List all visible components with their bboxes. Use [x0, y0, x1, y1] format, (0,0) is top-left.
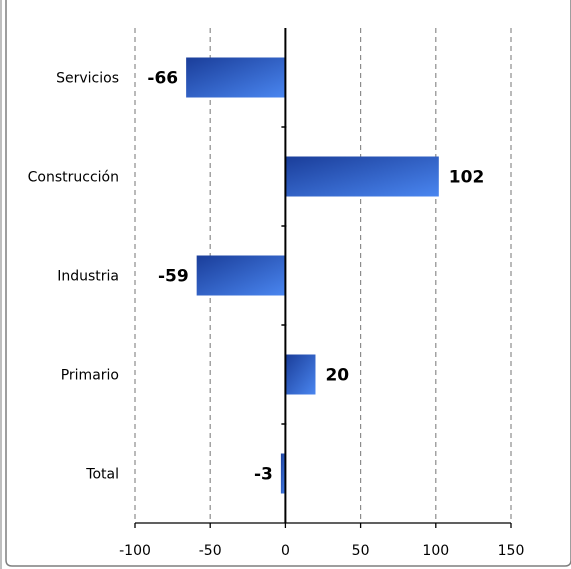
x-tick-label-1: -50 [199, 543, 222, 559]
category-label-1: Construcción [28, 170, 119, 186]
data-label-0: -66 [147, 69, 178, 89]
bar-0 [186, 57, 286, 98]
bar-1 [285, 156, 439, 197]
data-label-4: -3 [254, 465, 273, 485]
x-tick-label-5: 150 [498, 543, 525, 559]
x-tick-label-4: 100 [422, 543, 449, 559]
data-label-2: -59 [158, 267, 189, 287]
category-label-4: Total [85, 467, 119, 483]
bar-2 [196, 255, 286, 296]
category-label-0: Servicios [56, 71, 119, 87]
bars [186, 57, 439, 494]
x-tick-label-0: -100 [119, 543, 151, 559]
bar-4 [280, 453, 286, 494]
x-tick-label-3: 50 [352, 543, 370, 559]
axes [134, 28, 512, 528]
category-label-3: Primario [61, 368, 119, 384]
data-label-1: 102 [449, 168, 485, 188]
data-label-3: 20 [325, 366, 349, 386]
gridlines [134, 28, 512, 523]
category-label-2: Industria [57, 269, 119, 285]
labels: -100 -50 0 50 100 150 Servicios Construcción Ind… [28, 69, 525, 560]
bar-3 [285, 354, 316, 395]
x-tick-label-2: 0 [281, 543, 290, 559]
